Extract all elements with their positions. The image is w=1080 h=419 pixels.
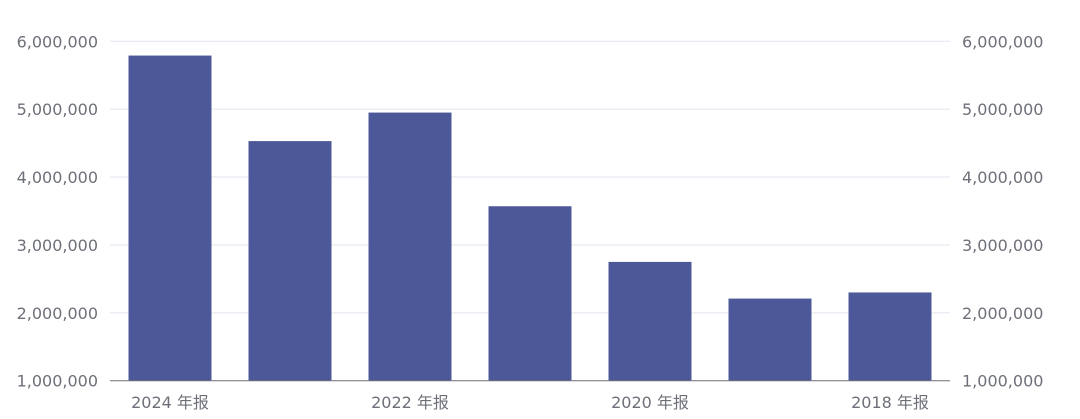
- x-tick-label: 2024 年报: [131, 393, 209, 412]
- bar-2022: [368, 112, 452, 381]
- y-tick-label-left: 6,000,000: [17, 32, 98, 51]
- x-tick-label: 2022 年报: [371, 393, 449, 412]
- bar-2020: [608, 261, 692, 381]
- y-tick-label-right: 1,000,000: [962, 372, 1043, 391]
- y-tick-label-left: 1,000,000: [17, 372, 98, 391]
- y-tick-label-right: 6,000,000: [962, 32, 1043, 51]
- bar-2018: [848, 292, 932, 381]
- bar-2023: [248, 141, 332, 381]
- y-tick-label-left: 5,000,000: [17, 100, 98, 119]
- x-tick-label: 2018 年报: [851, 393, 929, 412]
- bar-2019: [728, 298, 812, 381]
- x-tick-label: 2020 年报: [611, 393, 689, 412]
- y-tick-label-left: 4,000,000: [17, 168, 98, 187]
- bar-2024: [128, 55, 212, 381]
- y-tick-label-left: 3,000,000: [17, 236, 98, 255]
- y-tick-label-right: 5,000,000: [962, 100, 1043, 119]
- y-tick-label-left: 2,000,000: [17, 304, 98, 323]
- y-tick-label-right: 4,000,000: [962, 168, 1043, 187]
- bar-2021: [488, 206, 572, 381]
- y-tick-label-right: 2,000,000: [962, 304, 1043, 323]
- y-tick-label-right: 3,000,000: [962, 236, 1043, 255]
